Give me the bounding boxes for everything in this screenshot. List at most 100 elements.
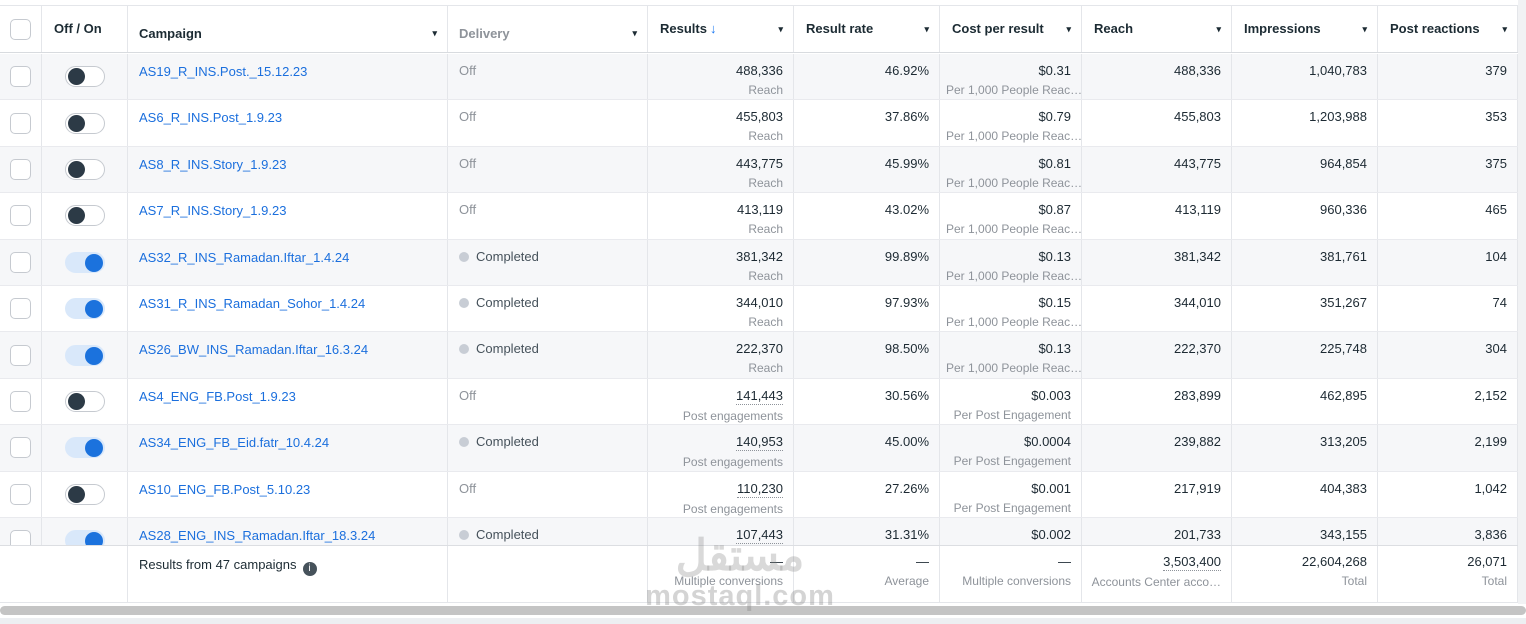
campaign-link[interactable]: AS7_R_INS.Story_1.9.23	[139, 203, 287, 219]
chevron-down-icon[interactable]	[632, 28, 637, 39]
campaign-toggle[interactable]	[64, 205, 105, 227]
campaign-toggle[interactable]	[64, 483, 105, 505]
reach-value: 217,919	[1174, 480, 1221, 496]
campaign-link[interactable]: AS10_ENG_FB.Post_5.10.23	[139, 481, 311, 497]
column-label: Post reactions	[1390, 21, 1480, 37]
row-checkbox[interactable]	[10, 251, 31, 273]
vertical-scrollbar-track[interactable]	[1518, 0, 1526, 604]
delivery-status: Off	[459, 63, 477, 78]
column-header-delivery[interactable]: Delivery	[448, 6, 648, 52]
result-rate-total-label: Average	[884, 574, 929, 588]
reach-value: 344,010	[1174, 294, 1221, 310]
campaign-toggle[interactable]	[64, 298, 105, 320]
results-label: Reach	[748, 314, 783, 329]
toggle-knob	[84, 439, 103, 458]
chevron-down-icon[interactable]	[1502, 24, 1507, 35]
results-label: Reach	[748, 129, 783, 144]
row-checkbox[interactable]	[10, 298, 31, 320]
campaign-toggle[interactable]	[64, 112, 105, 134]
row-checkbox[interactable]	[10, 66, 31, 88]
cost-per-result-label: Per 1,000 People Reac…	[946, 268, 1083, 283]
select-all-checkbox[interactable]	[10, 18, 31, 40]
post-reactions-value: 379	[1485, 63, 1507, 78]
chevron-down-icon[interactable]	[1216, 24, 1221, 35]
cost-per-result-label: Per 1,000 People Reac…	[946, 129, 1083, 144]
campaign-toggle[interactable]	[64, 344, 105, 366]
cost-per-result-value: $0.31	[1038, 63, 1071, 78]
summary-row: Results from 47 campaigns — Multiple con…	[0, 545, 1518, 603]
campaign-toggle[interactable]	[64, 437, 105, 459]
campaign-link[interactable]: AS31_R_INS_Ramadan_Sohor_1.4.24	[139, 295, 366, 311]
results-value: 381,342	[736, 248, 783, 264]
column-header-reach[interactable]: Reach	[1082, 6, 1232, 52]
campaign-toggle[interactable]	[64, 390, 105, 412]
row-checkbox[interactable]	[10, 437, 31, 459]
chevron-down-icon[interactable]	[778, 24, 783, 35]
reach-value: 443,775	[1174, 155, 1221, 171]
results-value: 110,230	[736, 480, 783, 498]
impressions-value: 313,205	[1320, 434, 1367, 450]
result-rate-value: 98.50%	[884, 341, 929, 357]
column-header-result-rate[interactable]: Result rate	[794, 6, 940, 52]
column-header-results[interactable]: Results ↓	[648, 6, 794, 52]
campaign-link[interactable]: AS34_ENG_FB_Eid.fatr_10.4.24	[139, 435, 330, 451]
column-header-post-reactions[interactable]: Post reactions	[1378, 6, 1518, 52]
impressions-value: 1,040,783	[1309, 63, 1367, 78]
impressions-value: 1,203,988	[1309, 109, 1367, 125]
toggle-knob	[67, 485, 85, 503]
delivery-status: Off	[459, 202, 477, 218]
post-reactions-value: 2,152	[1474, 387, 1507, 403]
chevron-down-icon[interactable]	[1362, 24, 1367, 35]
row-checkbox[interactable]	[10, 205, 31, 227]
impressions-value: 351,267	[1320, 294, 1367, 310]
row-checkbox[interactable]	[10, 344, 31, 366]
campaign-toggle[interactable]	[64, 251, 105, 273]
toggle-knob	[67, 160, 85, 178]
results-label: Reach	[748, 268, 783, 283]
horizontal-scrollbar[interactable]	[0, 606, 1526, 615]
post-reactions-value: 375	[1485, 155, 1507, 171]
results-label: Reach	[748, 361, 783, 376]
campaign-toggle[interactable]	[64, 66, 105, 88]
post-reactions-value: 74	[1492, 294, 1507, 310]
column-header-campaign[interactable]: Campaign	[128, 6, 448, 52]
campaign-link[interactable]: AS6_R_INS.Post_1.9.23	[139, 110, 283, 126]
result-rate-value: 27.26%	[884, 480, 929, 496]
reach-value: 222,370	[1174, 341, 1221, 357]
cost-per-result-label: Per 1,000 People Reac…	[946, 314, 1083, 329]
chevron-down-icon[interactable]	[1066, 24, 1071, 35]
row-checkbox[interactable]	[10, 483, 31, 505]
campaign-link[interactable]: AS32_R_INS_Ramadan.Iftar_1.4.24	[139, 249, 350, 265]
delivery-status: Completed	[476, 341, 539, 357]
row-checkbox[interactable]	[10, 390, 31, 412]
column-header-cost-per-result[interactable]: Cost per result	[940, 6, 1082, 52]
sort-descending-icon[interactable]: ↓	[709, 21, 717, 37]
impressions-value: 964,854	[1320, 155, 1367, 171]
post-reactions-value: 2,199	[1474, 434, 1507, 450]
toggle-knob	[67, 68, 85, 86]
chevron-down-icon[interactable]	[924, 24, 929, 35]
reach-value: 488,336	[1174, 63, 1221, 78]
row-checkbox[interactable]	[10, 112, 31, 134]
cost-per-result-value: $0.003	[1031, 387, 1071, 403]
campaign-link[interactable]: AS28_ENG_INS_Ramadan.Iftar_18.3.24	[139, 527, 376, 543]
row-checkbox[interactable]	[10, 158, 31, 180]
campaign-link[interactable]: AS8_R_INS.Story_1.9.23	[139, 156, 287, 172]
column-label: Off / On	[54, 21, 102, 37]
column-header-impressions[interactable]: Impressions	[1232, 6, 1378, 52]
result-rate-value: 97.93%	[884, 294, 929, 310]
campaign-link[interactable]: AS26_BW_INS_Ramadan.Iftar_16.3.24	[139, 342, 369, 358]
campaign-link[interactable]: AS19_R_INS.Post._15.12.23	[139, 64, 308, 79]
results-value: 222,370	[736, 341, 783, 357]
toggle-knob	[84, 253, 103, 272]
reach-total-label: Accounts Center acco…	[1091, 575, 1221, 589]
chevron-down-icon[interactable]	[432, 28, 437, 39]
campaign-link[interactable]: AS4_ENG_FB.Post_1.9.23	[139, 388, 296, 404]
results-value: 455,803	[736, 109, 783, 125]
campaign-toggle[interactable]	[64, 158, 105, 180]
delivery-status: Completed	[476, 294, 539, 310]
results-label: Reach	[748, 175, 783, 190]
info-icon[interactable]	[302, 562, 317, 576]
results-label: Reach	[748, 83, 783, 97]
toggle-knob	[67, 114, 85, 132]
